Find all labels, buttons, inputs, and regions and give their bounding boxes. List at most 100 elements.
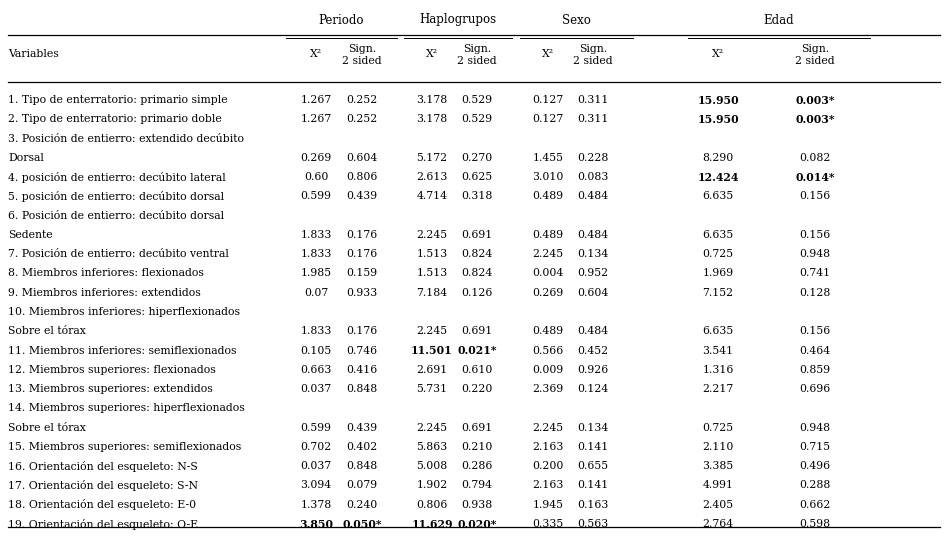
Text: 0.599: 0.599 bbox=[301, 423, 332, 433]
Text: 0.127: 0.127 bbox=[533, 95, 564, 105]
Text: 0.402: 0.402 bbox=[346, 442, 377, 452]
Text: 0.134: 0.134 bbox=[577, 423, 609, 433]
Text: 5.731: 5.731 bbox=[416, 384, 447, 394]
Text: 2.245: 2.245 bbox=[416, 326, 447, 337]
Text: 0.335: 0.335 bbox=[533, 519, 564, 529]
Text: 0.691: 0.691 bbox=[462, 423, 493, 433]
Text: 11.501: 11.501 bbox=[411, 345, 453, 356]
Text: 2 sided: 2 sided bbox=[457, 56, 497, 66]
Text: 0.464: 0.464 bbox=[799, 346, 830, 355]
Text: 0.806: 0.806 bbox=[346, 172, 377, 182]
Text: 0.604: 0.604 bbox=[346, 153, 377, 163]
Text: 0.859: 0.859 bbox=[799, 365, 830, 375]
Text: 3.010: 3.010 bbox=[533, 172, 564, 182]
Text: 2.369: 2.369 bbox=[533, 384, 564, 394]
Text: 0.948: 0.948 bbox=[799, 249, 830, 259]
Text: 6.635: 6.635 bbox=[702, 230, 734, 240]
Text: 16. Orientación del esqueleto: N-S: 16. Orientación del esqueleto: N-S bbox=[8, 461, 198, 472]
Text: 1.833: 1.833 bbox=[301, 249, 332, 259]
Text: 0.529: 0.529 bbox=[462, 95, 493, 105]
Text: 10. Miembros inferiores: hiperflexionados: 10. Miembros inferiores: hiperflexionado… bbox=[8, 307, 240, 317]
Text: 18. Orientación del esqueleto: E-0: 18. Orientación del esqueleto: E-0 bbox=[8, 499, 196, 510]
Text: 2.245: 2.245 bbox=[416, 423, 447, 433]
Text: 7.152: 7.152 bbox=[702, 288, 734, 298]
Text: 0.691: 0.691 bbox=[462, 326, 493, 337]
Text: 0.599: 0.599 bbox=[301, 192, 332, 201]
Text: 1.267: 1.267 bbox=[301, 114, 332, 124]
Text: 1. Tipo de enterratorio: primario simple: 1. Tipo de enterratorio: primario simple bbox=[8, 95, 228, 105]
Text: 3.094: 3.094 bbox=[301, 480, 332, 491]
Text: 2.110: 2.110 bbox=[702, 442, 734, 452]
Text: 0.269: 0.269 bbox=[301, 153, 332, 163]
Text: 8. Miembros inferiores: flexionados: 8. Miembros inferiores: flexionados bbox=[8, 268, 204, 279]
Text: 0.439: 0.439 bbox=[346, 423, 377, 433]
Text: 0.489: 0.489 bbox=[533, 326, 563, 337]
Text: 0.228: 0.228 bbox=[577, 153, 609, 163]
Text: 0.933: 0.933 bbox=[346, 288, 377, 298]
Text: 0.159: 0.159 bbox=[346, 268, 377, 279]
Text: 0.489: 0.489 bbox=[533, 192, 563, 201]
Text: 0.416: 0.416 bbox=[346, 365, 377, 375]
Text: 0.141: 0.141 bbox=[577, 480, 609, 491]
Text: 0.124: 0.124 bbox=[577, 384, 609, 394]
Text: 15.950: 15.950 bbox=[697, 114, 738, 125]
Text: 0.625: 0.625 bbox=[462, 172, 493, 182]
Text: 0.163: 0.163 bbox=[577, 500, 609, 510]
Text: 0.725: 0.725 bbox=[702, 249, 734, 259]
Text: 0.156: 0.156 bbox=[799, 326, 830, 337]
Text: 17. Orientación del esqueleto: S-N: 17. Orientación del esqueleto: S-N bbox=[8, 480, 198, 491]
Text: 3.541: 3.541 bbox=[702, 346, 734, 355]
Text: 8.290: 8.290 bbox=[702, 153, 734, 163]
Text: 7. Posición de entierro: decúbito ventral: 7. Posición de entierro: decúbito ventra… bbox=[8, 249, 228, 259]
Text: 0.848: 0.848 bbox=[346, 461, 377, 471]
Text: X²: X² bbox=[712, 49, 724, 59]
Text: 0.794: 0.794 bbox=[462, 480, 493, 491]
Text: 0.529: 0.529 bbox=[462, 114, 493, 124]
Text: 11.629: 11.629 bbox=[411, 518, 453, 530]
Text: 19. Orientación del esqueleto: O-E: 19. Orientación del esqueleto: O-E bbox=[8, 518, 198, 530]
Text: Sign.: Sign. bbox=[801, 44, 830, 54]
Text: 0.824: 0.824 bbox=[462, 249, 493, 259]
Text: 11. Miembros inferiores: semiflexionados: 11. Miembros inferiores: semiflexionados bbox=[8, 346, 236, 355]
Text: 0.439: 0.439 bbox=[346, 192, 377, 201]
Text: 0.176: 0.176 bbox=[346, 326, 377, 337]
Text: 0.663: 0.663 bbox=[301, 365, 332, 375]
Text: 0.696: 0.696 bbox=[799, 384, 830, 394]
Text: 1.902: 1.902 bbox=[416, 480, 447, 491]
Text: X²: X² bbox=[426, 49, 438, 59]
Text: 2.764: 2.764 bbox=[702, 519, 734, 529]
Text: Sexo: Sexo bbox=[562, 14, 591, 27]
Text: 0.484: 0.484 bbox=[577, 230, 609, 240]
Text: 0.210: 0.210 bbox=[462, 442, 493, 452]
Text: 0.220: 0.220 bbox=[462, 384, 493, 394]
Text: 0.037: 0.037 bbox=[301, 461, 332, 471]
Text: 0.926: 0.926 bbox=[577, 365, 609, 375]
Text: 0.563: 0.563 bbox=[577, 519, 609, 529]
Text: 2 sided: 2 sided bbox=[795, 56, 835, 66]
Text: 0.725: 0.725 bbox=[702, 423, 734, 433]
Text: X²: X² bbox=[542, 49, 554, 59]
Text: 0.824: 0.824 bbox=[462, 268, 493, 279]
Text: 0.240: 0.240 bbox=[346, 500, 377, 510]
Text: 0.452: 0.452 bbox=[577, 346, 609, 355]
Text: 0.176: 0.176 bbox=[346, 230, 377, 240]
Text: 0.037: 0.037 bbox=[301, 384, 332, 394]
Text: 0.127: 0.127 bbox=[533, 114, 564, 124]
Text: 0.252: 0.252 bbox=[346, 114, 377, 124]
Text: 14. Miembros superiores: hiperflexionados: 14. Miembros superiores: hiperflexionado… bbox=[8, 404, 245, 413]
Text: 1.945: 1.945 bbox=[533, 500, 563, 510]
Text: 0.004: 0.004 bbox=[533, 268, 564, 279]
Text: Variables: Variables bbox=[8, 49, 59, 59]
Text: 3.850: 3.850 bbox=[299, 518, 333, 530]
Text: 0.021*: 0.021* bbox=[457, 345, 497, 356]
Text: 2.245: 2.245 bbox=[533, 423, 563, 433]
Text: 0.128: 0.128 bbox=[799, 288, 830, 298]
Text: 0.318: 0.318 bbox=[462, 192, 493, 201]
Text: 0.07: 0.07 bbox=[304, 288, 328, 298]
Text: 0.311: 0.311 bbox=[577, 95, 609, 105]
Text: 0.691: 0.691 bbox=[462, 230, 493, 240]
Text: Sign.: Sign. bbox=[348, 44, 376, 54]
Text: 0.141: 0.141 bbox=[577, 442, 609, 452]
Text: Sign.: Sign. bbox=[579, 44, 607, 54]
Text: Edad: Edad bbox=[764, 14, 794, 27]
